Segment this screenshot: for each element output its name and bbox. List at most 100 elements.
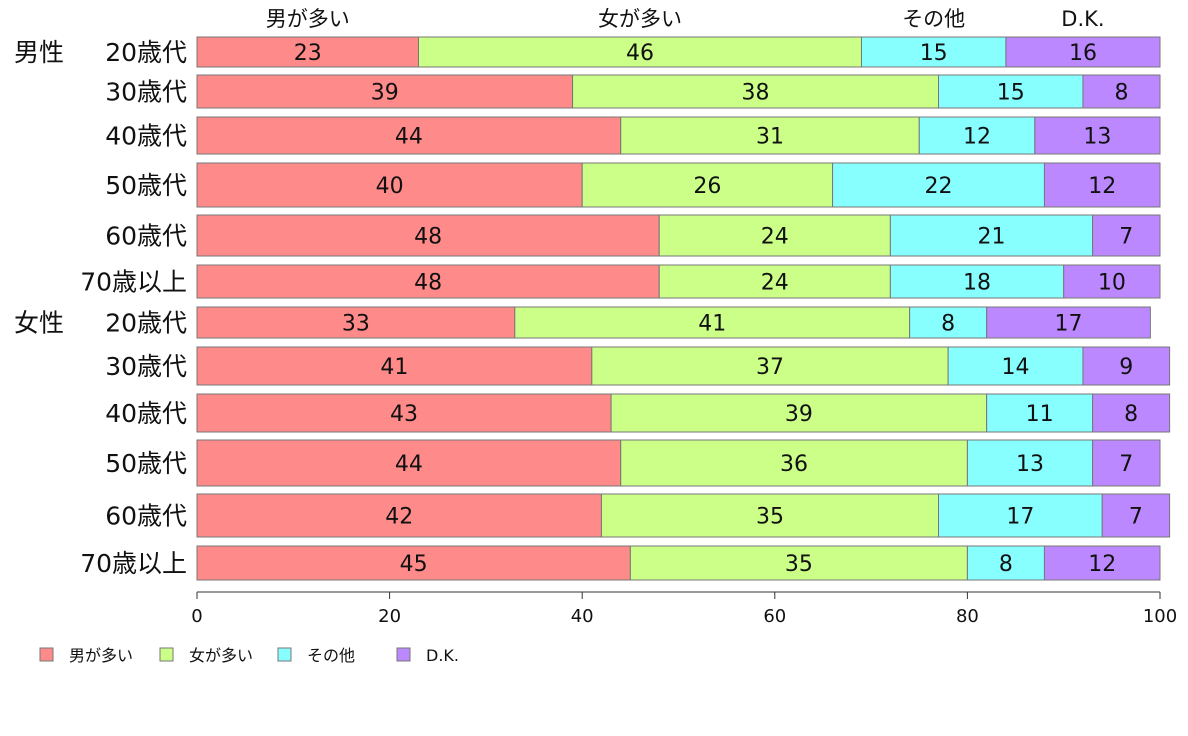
series-header-label: 女が多い (598, 7, 682, 31)
data-label: 8 (941, 312, 955, 337)
series-header-label: その他 (902, 7, 965, 31)
category-label: 30歳代 (105, 78, 187, 107)
data-label: 39 (785, 402, 813, 427)
bar-segment (1092, 439, 1161, 487)
data-label: 7 (1129, 505, 1143, 530)
category-label: 40歳代 (105, 399, 187, 428)
data-label: 37 (756, 355, 784, 380)
data-label: 48 (414, 271, 442, 296)
bar-segment (620, 439, 968, 487)
x-tick-label: 40 (571, 606, 594, 627)
bar-segment (196, 162, 583, 208)
x-axis: 0 20 40 60 80 100 (191, 591, 1177, 627)
bar-segment (629, 545, 968, 581)
data-label: 38 (742, 81, 770, 106)
legend-label: その他 (307, 646, 355, 665)
bar-segment (196, 264, 660, 299)
data-label: 12 (1088, 552, 1116, 577)
bar-segment (196, 346, 593, 386)
legend-swatch (277, 647, 292, 662)
x-tick-label: 60 (763, 606, 786, 627)
bar-segment (1063, 264, 1161, 299)
bar-segment (938, 493, 1103, 538)
category-label: 50歳代 (105, 171, 187, 200)
data-label: 23 (294, 41, 322, 66)
bar-segment (658, 214, 891, 257)
data-label: 13 (1083, 125, 1111, 150)
data-label: 36 (780, 452, 808, 477)
data-label: 46 (626, 41, 654, 66)
data-label: 44 (395, 452, 423, 477)
data-label: 15 (997, 81, 1025, 106)
group-label: 男性 (14, 38, 64, 67)
data-label: 33 (342, 312, 370, 337)
data-label: 12 (1088, 174, 1116, 199)
data-label: 31 (756, 125, 784, 150)
data-label: 8 (1114, 81, 1128, 106)
data-label: 7 (1119, 225, 1133, 250)
bar-segment (986, 306, 1151, 339)
data-label: 42 (385, 505, 413, 530)
bar-segment (1092, 214, 1161, 257)
bar-segment (1043, 545, 1161, 581)
data-label: 8 (1124, 402, 1138, 427)
data-label: 44 (395, 125, 423, 150)
bar-segment (196, 74, 574, 109)
category-label: 60歳代 (105, 222, 187, 251)
group-label: 女性 (14, 309, 64, 338)
bar-segment (1034, 116, 1161, 155)
data-label: 8 (999, 552, 1013, 577)
bar-segment (610, 393, 988, 433)
data-label: 18 (963, 271, 991, 296)
data-label: 40 (376, 174, 404, 199)
bar-segment (620, 116, 920, 155)
category-label: 70歳以上 (80, 549, 187, 578)
bar-segment (986, 393, 1094, 433)
data-label: 22 (925, 174, 953, 199)
data-label: 41 (380, 355, 408, 380)
bar-segment (1101, 493, 1171, 538)
x-tick-label: 0 (191, 606, 202, 627)
bar-segment (581, 162, 834, 208)
bar-segment (196, 493, 602, 538)
bar-segment (1082, 74, 1161, 109)
bar-segment (1005, 36, 1161, 68)
x-tick-label: 20 (378, 606, 401, 627)
legend-label: 男が多い (69, 646, 133, 665)
data-label: 7 (1119, 452, 1133, 477)
legend-label: 女が多い (189, 646, 253, 665)
legend: 男が多い 女が多い その他 D.K. (39, 646, 459, 665)
data-label: 9 (1119, 355, 1133, 380)
data-label: 24 (761, 271, 789, 296)
bar-segment (889, 264, 1065, 299)
data-label: 10 (1098, 271, 1126, 296)
data-label: 11 (1026, 402, 1054, 427)
category-labels: 20歳代 30歳代 40歳代 50歳代 60歳代 70歳以上 20歳代 30歳代 40歳代 50歳… (80, 38, 187, 578)
category-label: 20歳代 (105, 309, 187, 338)
bars: 23 46 15 16 39 38 15 8 44 31 12 13 40 26 22 12 48 24 21 7 48… (196, 36, 1171, 581)
bar-segment (1043, 162, 1161, 208)
bar-segment (947, 346, 1084, 386)
bar-segment (417, 36, 862, 68)
category-label: 40歳代 (105, 122, 187, 151)
data-label: 43 (390, 402, 418, 427)
series-header-label: 男が多い (266, 7, 350, 31)
data-label: 41 (698, 312, 726, 337)
data-label: 35 (756, 505, 784, 530)
x-tick-label: 80 (956, 606, 979, 627)
data-label: 15 (920, 41, 948, 66)
bar-segment (196, 116, 622, 155)
data-label: 17 (1006, 505, 1034, 530)
data-label: 45 (400, 552, 428, 577)
bar-segment (909, 306, 988, 339)
data-label: 48 (414, 225, 442, 250)
bar-segment (658, 264, 891, 299)
bar-segment (196, 36, 419, 68)
data-label: 14 (1002, 355, 1030, 380)
bar-segment (966, 545, 1045, 581)
series-header-labels: 男が多い 女が多い その他 D.K. (266, 7, 1105, 31)
x-tick-label: 100 (1143, 606, 1177, 627)
bar-segment (196, 214, 660, 257)
